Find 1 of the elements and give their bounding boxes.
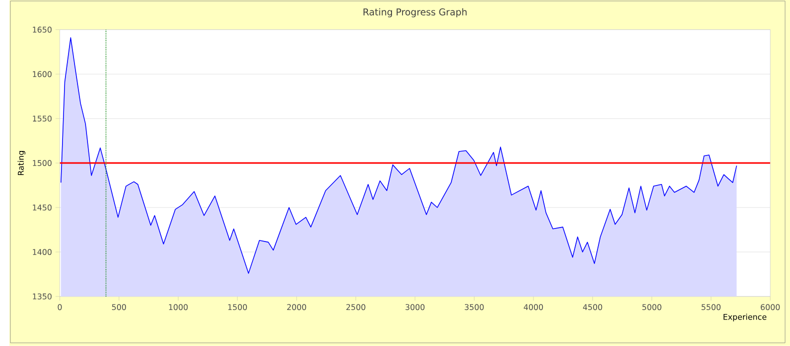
chart-title: Rating Progress Graph [364,8,467,18]
